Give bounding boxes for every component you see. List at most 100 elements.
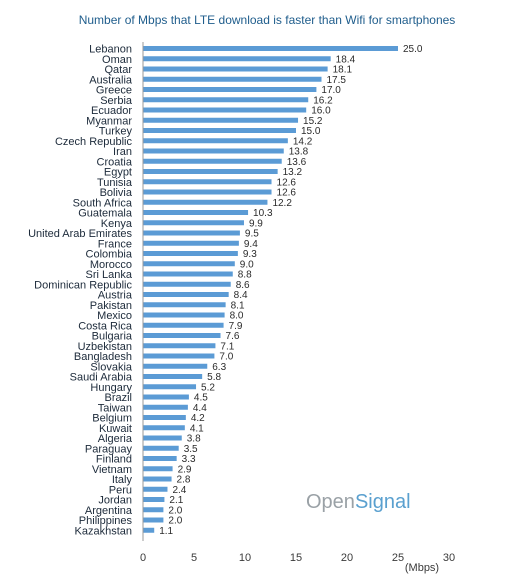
x-axis-unit-label: (Mbps) [405,562,439,574]
chart-title: Number of Mbps that LTE download is fast… [79,13,456,27]
value-label: 3.5 [184,444,198,455]
category-label: Australia [89,74,133,86]
category-label: Turkey [99,126,133,138]
category-label: Kenya [101,218,133,230]
value-label: 9.0 [240,259,254,270]
value-label: 12.6 [277,177,297,188]
bar [143,456,177,461]
value-label: 9.4 [244,239,258,250]
bars-group [143,46,398,533]
category-label: Kuwait [99,423,132,435]
bar [143,394,189,400]
bar [143,322,224,328]
bar [143,312,225,318]
category-label: Mexico [97,310,132,322]
bar [143,138,288,144]
svg-text:OpenSignal: OpenSignal [306,491,411,513]
bar [143,353,215,359]
category-label: Morocco [90,259,132,271]
value-label: 13.2 [283,167,303,178]
x-tick-label: 20 [341,552,353,564]
bar [143,251,238,256]
category-label: Serbia [100,95,133,107]
value-label: 17.0 [321,85,341,96]
category-label: South Africa [73,197,133,209]
category-label: Myanmar [86,115,132,127]
category-label: Philippines [79,515,133,527]
bar [143,435,182,441]
value-label: 17.5 [327,75,347,86]
value-label: 10.3 [253,208,273,219]
category-label: Colombia [86,249,133,261]
bar [143,517,164,523]
category-label: Argentina [85,505,133,517]
bar [143,497,165,502]
value-label: 16.2 [313,95,333,106]
category-label: Sri Lanka [86,269,133,281]
bar [143,486,168,492]
bar [143,333,221,338]
bar [143,445,179,451]
category-label: Brazil [104,392,132,404]
category-label: Bulgaria [92,331,133,343]
category-label: Lebanon [89,44,132,56]
bar [143,363,208,369]
category-label: Iran [113,146,132,158]
x-tick-label: 30 [443,552,455,564]
category-label: Saudi Arabia [70,372,133,384]
value-label: 15.0 [301,126,321,137]
bar [143,128,296,133]
bar [143,179,272,185]
value-label: 5.2 [201,382,215,393]
logo-open-text: Open [306,491,355,513]
category-label: Uzbekistan [78,341,132,353]
bar [143,384,197,390]
bar [143,66,328,72]
bar [143,281,231,287]
category-label: Austria [98,290,133,302]
value-label: 8.6 [236,280,250,291]
value-label: 16.0 [311,106,331,117]
value-label: 2.0 [168,505,182,516]
bar [143,169,278,174]
bar [143,466,173,472]
category-label: Czech Republic [55,136,133,148]
category-label: Algeria [98,433,133,445]
x-tick-labels-group: 0 5 10 15 20 25 30 [140,552,455,564]
value-label: 6.3 [212,362,226,373]
bar [143,87,317,92]
x-tick-label: 10 [239,552,251,564]
bar [143,76,322,82]
bar [143,302,226,308]
category-label: Italy [112,474,133,486]
bar [143,415,186,420]
x-tick-label: 5 [191,552,197,564]
category-label: Jordan [98,495,132,507]
value-label: 7.9 [229,321,243,332]
bar [143,220,244,226]
bar [143,271,233,277]
bar [143,476,172,482]
value-label: 13.8 [289,147,309,158]
category-label: Egypt [104,167,132,179]
value-label: 4.2 [191,413,205,424]
value-label: 8.8 [238,270,252,281]
category-label: Qatar [104,64,132,76]
bar [143,230,240,236]
category-label: Costa Rica [78,320,133,332]
value-label: 2.9 [178,464,192,475]
value-label: 2.1 [169,495,183,506]
value-label: 7.0 [219,352,233,363]
value-labels-group: 25.0 18.418.117.517.016.216.015.215.014.2… [159,44,423,537]
bar [143,46,398,51]
bar [143,292,229,297]
logo-signal-text: Signal [355,491,411,513]
opensignal-logo: OpenSignal [306,491,411,513]
category-label: France [98,238,132,250]
value-label: 12.6 [277,188,297,199]
category-label: Hungary [90,382,132,394]
bar [143,210,249,215]
value-label: 9.5 [245,229,259,240]
value-label: 4.5 [194,393,208,404]
value-label: 2.0 [168,516,182,527]
